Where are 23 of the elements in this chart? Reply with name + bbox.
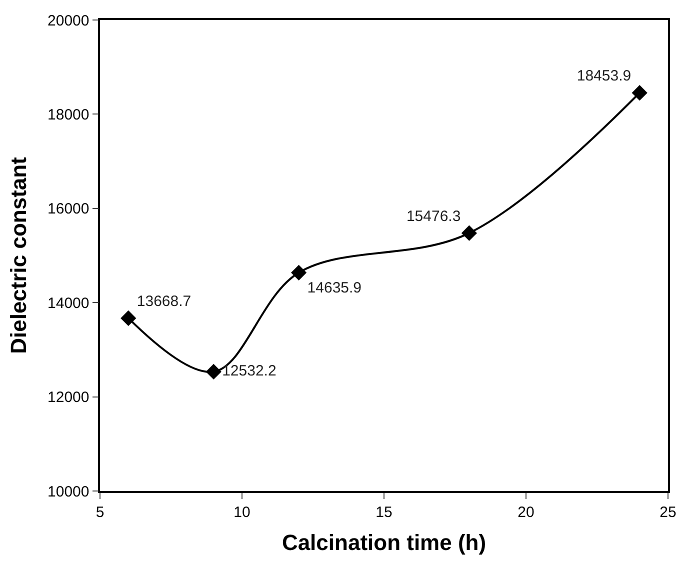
data-label: 15476.3 <box>406 208 461 225</box>
x-tick-label: 5 <box>96 504 104 521</box>
y-tick-label: 14000 <box>48 294 90 312</box>
y-tick-label: 12000 <box>48 389 90 406</box>
x-axis-title: Calcination time (h) <box>282 530 486 556</box>
point <box>291 264 307 280</box>
data-label: 13668.7 <box>136 292 192 310</box>
y-tick-label: 16000 <box>48 200 90 218</box>
y-tick-label: 20000 <box>48 12 90 30</box>
y-tick-label: 18000 <box>48 106 90 124</box>
point <box>461 225 477 241</box>
data-label: 14635.9 <box>307 279 362 296</box>
data-label: 12532.2 <box>222 362 276 380</box>
y-tick-label: 10000 <box>48 483 90 500</box>
point <box>206 364 222 380</box>
x-tick-label: 15 <box>376 504 392 521</box>
point <box>120 310 136 326</box>
y-axis-title: Dielectric constant <box>6 156 31 354</box>
x-tick-label: 25 <box>660 504 676 521</box>
data-label: 18453.9 <box>576 68 632 85</box>
point <box>632 85 648 101</box>
x-tick-label: 20 <box>518 504 534 521</box>
x-tick-label: 10 <box>234 504 250 521</box>
